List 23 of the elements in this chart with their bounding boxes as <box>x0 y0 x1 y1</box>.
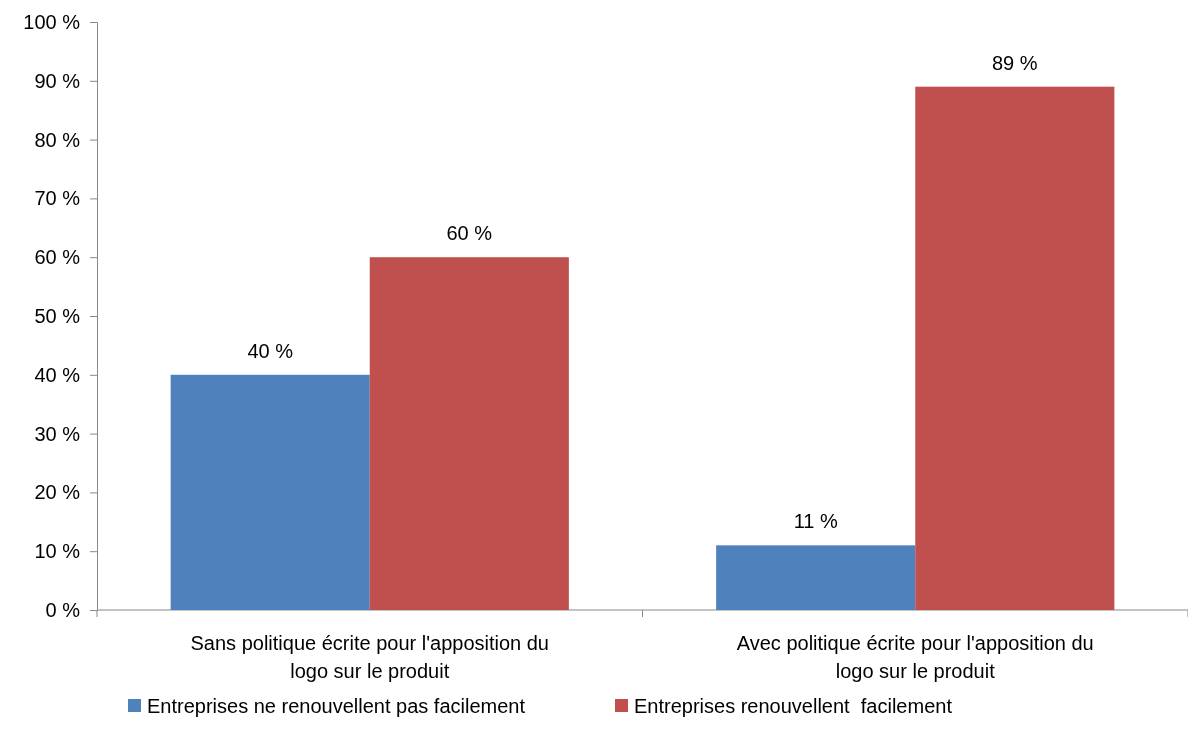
x-tick-label: Avec politique écrite pour l'apposition du logo sur le produit <box>736 632 1094 682</box>
y-tick-label: 20 % <box>34 481 81 504</box>
legend-label: Entreprises renouvellent facilement <box>634 695 953 717</box>
x-tick-label: Sans politique écrite pour l'apposition du logo sur le produit <box>190 632 549 682</box>
bar <box>369 257 569 610</box>
bar <box>170 374 370 610</box>
data-label: 60 % <box>446 222 493 245</box>
data-label: 89 % <box>992 51 1038 74</box>
y-tick-label: 50 % <box>34 304 81 327</box>
y-tick-label: 0 % <box>45 598 81 621</box>
bar <box>716 545 916 610</box>
y-tick-label: 80 % <box>34 128 81 151</box>
y-tick-label: 40 % <box>34 363 81 386</box>
y-tick-label: 60 % <box>34 246 81 269</box>
y-tick-label: 100 % <box>23 10 81 33</box>
y-tick-label: 10 % <box>34 540 81 563</box>
y-tick-label: 90 % <box>34 69 81 92</box>
data-label: 40 % <box>247 339 294 362</box>
legend-label: Entreprises ne renouvellent pas facilement <box>147 695 526 717</box>
y-tick-label: 30 % <box>34 422 81 445</box>
data-label: 11 % <box>793 510 838 533</box>
bar <box>915 86 1115 610</box>
y-tick-label: 70 % <box>34 187 81 210</box>
